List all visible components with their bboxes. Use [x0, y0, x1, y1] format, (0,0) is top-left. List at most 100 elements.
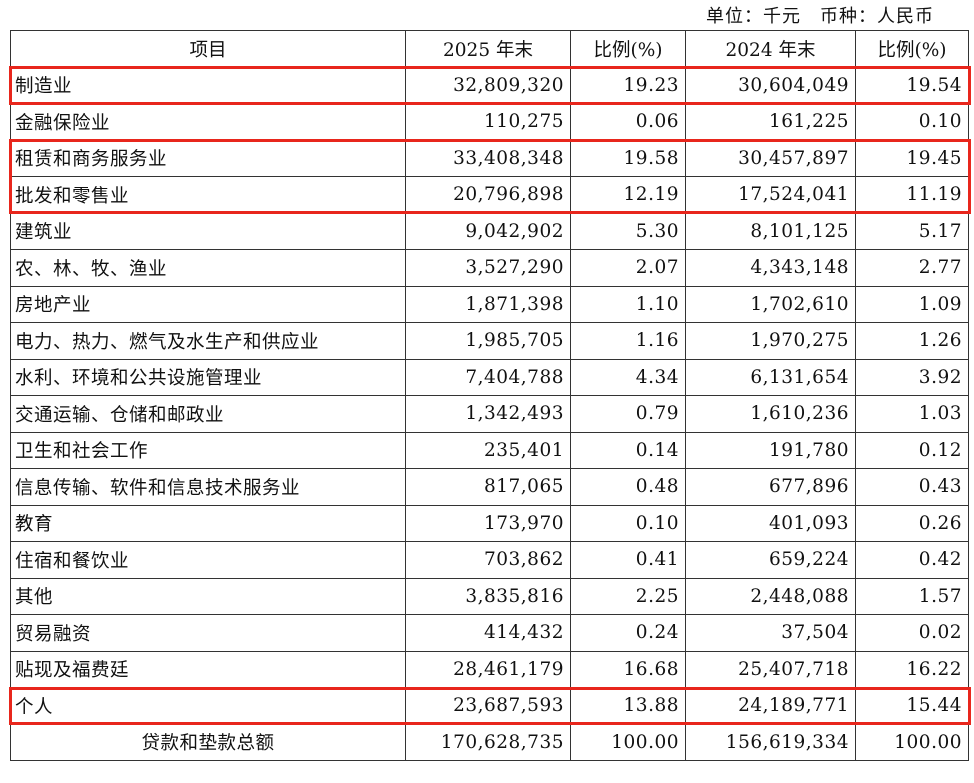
cell: 191,780 [685, 431, 856, 469]
cell: 30,604,049 [685, 66, 856, 104]
cell: 0.79 [570, 395, 686, 433]
row-label: 贷款和垫款总额 [10, 723, 406, 761]
cell: 100.00 [570, 723, 686, 761]
cell: 170,628,735 [405, 723, 571, 761]
cell: 1.26 [855, 322, 969, 360]
cell: 3.92 [855, 358, 969, 396]
cell: 11.19 [855, 176, 969, 214]
table-row: 住宿和餐饮业 703,862 0.41 659,224 0.42 [10, 541, 969, 579]
cell: 37,504 [685, 614, 856, 652]
column-header: 2025 年末 [405, 30, 571, 68]
cell: 1,610,236 [685, 395, 856, 433]
row-label: 交通运输、仓储和邮政业 [10, 395, 406, 433]
table-row: 交通运输、仓储和邮政业 1,342,493 0.79 1,610,236 1.03 [10, 395, 969, 433]
cell: 19.58 [570, 139, 686, 177]
column-header: 比例(%) [570, 30, 686, 68]
cell: 1.10 [570, 285, 686, 323]
cell: 110,275 [405, 103, 571, 141]
cell: 2.07 [570, 249, 686, 287]
cell: 12.19 [570, 176, 686, 214]
cell: 4.34 [570, 358, 686, 396]
cell: 0.43 [855, 468, 969, 506]
row-label: 农、林、牧、渔业 [10, 249, 406, 287]
cell: 235,401 [405, 431, 571, 469]
cell: 9,042,902 [405, 212, 571, 250]
column-header: 比例(%) [855, 30, 969, 68]
cell: 1,702,610 [685, 285, 856, 323]
cell: 1,985,705 [405, 322, 571, 360]
cell: 5.30 [570, 212, 686, 250]
cell: 1,342,493 [405, 395, 571, 433]
row-label: 住宿和餐饮业 [10, 541, 406, 579]
table-row: 个人 23,687,593 13.88 24,189,771 15.44 [10, 687, 969, 725]
cell: 0.10 [570, 504, 686, 542]
column-header: 项目 [10, 30, 406, 68]
cell: 1.09 [855, 285, 969, 323]
cell: 2.25 [570, 577, 686, 615]
row-label: 电力、热力、燃气及水生产和供应业 [10, 322, 406, 360]
table-row: 金融保险业 110,275 0.06 161,225 0.10 [10, 103, 969, 141]
cell: 817,065 [405, 468, 571, 506]
cell: 0.41 [570, 541, 686, 579]
cell: 16.22 [855, 650, 969, 688]
cell: 24,189,771 [685, 687, 856, 725]
cell: 19.54 [855, 66, 969, 104]
cell: 0.48 [570, 468, 686, 506]
unit-note: 单位：千元 币种：人民币 [706, 6, 934, 27]
cell: 5.17 [855, 212, 969, 250]
row-label: 房地产业 [10, 285, 406, 323]
cell: 23,687,593 [405, 687, 571, 725]
table-row: 制造业 32,809,320 19.23 30,604,049 19.54 [10, 66, 969, 104]
cell: 19.23 [570, 66, 686, 104]
cell: 33,408,348 [405, 139, 571, 177]
cell: 2.77 [855, 249, 969, 287]
cell: 0.42 [855, 541, 969, 579]
cell: 17,524,041 [685, 176, 856, 214]
cell: 1.03 [855, 395, 969, 433]
cell: 28,461,179 [405, 650, 571, 688]
loan-table: 项目 2025 年末 比例(%) 2024 年末 比例(%) 制造业 32,809,320… [10, 30, 969, 761]
row-label: 教育 [10, 504, 406, 542]
cell: 100.00 [855, 723, 969, 761]
table-row: 租赁和商务服务业 33,408,348 19.58 30,457,897 19.45 [10, 139, 969, 177]
cell: 3,527,290 [405, 249, 571, 287]
cell: 1,970,275 [685, 322, 856, 360]
row-label: 金融保险业 [10, 103, 406, 141]
table-row: 水利、环境和公共设施管理业 7,404,788 4.34 6,131,654 3.92 [10, 358, 969, 396]
table-row: 建筑业 9,042,902 5.30 8,101,125 5.17 [10, 212, 969, 250]
cell: 30,457,897 [685, 139, 856, 177]
row-label: 水利、环境和公共设施管理业 [10, 358, 406, 396]
cell: 6,131,654 [685, 358, 856, 396]
cell: 677,896 [685, 468, 856, 506]
row-label: 租赁和商务服务业 [10, 139, 406, 177]
cell: 0.14 [570, 431, 686, 469]
cell: 0.02 [855, 614, 969, 652]
header-row: 项目 2025 年末 比例(%) 2024 年末 比例(%) [10, 30, 969, 68]
row-label: 信息传输、软件和信息技术服务业 [10, 468, 406, 506]
table-row: 贷款和垫款总额 170,628,735 100.00 156,619,334 100.0… [10, 723, 969, 761]
cell: 32,809,320 [405, 66, 571, 104]
cell: 0.12 [855, 431, 969, 469]
cell: 20,796,898 [405, 176, 571, 214]
cell: 414,432 [405, 614, 571, 652]
cell: 156,619,334 [685, 723, 856, 761]
cell: 19.45 [855, 139, 969, 177]
table-row: 房地产业 1,871,398 1.10 1,702,610 1.09 [10, 285, 969, 323]
cell: 659,224 [685, 541, 856, 579]
row-label: 贴现及福费廷 [10, 650, 406, 688]
cell: 0.10 [855, 103, 969, 141]
table-row: 卫生和社会工作 235,401 0.14 191,780 0.12 [10, 431, 969, 469]
cell: 13.88 [570, 687, 686, 725]
cell: 7,404,788 [405, 358, 571, 396]
cell: 0.06 [570, 103, 686, 141]
table-row: 贸易融资 414,432 0.24 37,504 0.02 [10, 614, 969, 652]
table-row: 批发和零售业 20,796,898 12.19 17,524,041 11.19 [10, 176, 969, 214]
cell: 703,862 [405, 541, 571, 579]
row-label: 建筑业 [10, 212, 406, 250]
row-label: 批发和零售业 [10, 176, 406, 214]
cell: 4,343,148 [685, 249, 856, 287]
row-label: 制造业 [10, 66, 406, 104]
cell: 15.44 [855, 687, 969, 725]
cell: 1.16 [570, 322, 686, 360]
